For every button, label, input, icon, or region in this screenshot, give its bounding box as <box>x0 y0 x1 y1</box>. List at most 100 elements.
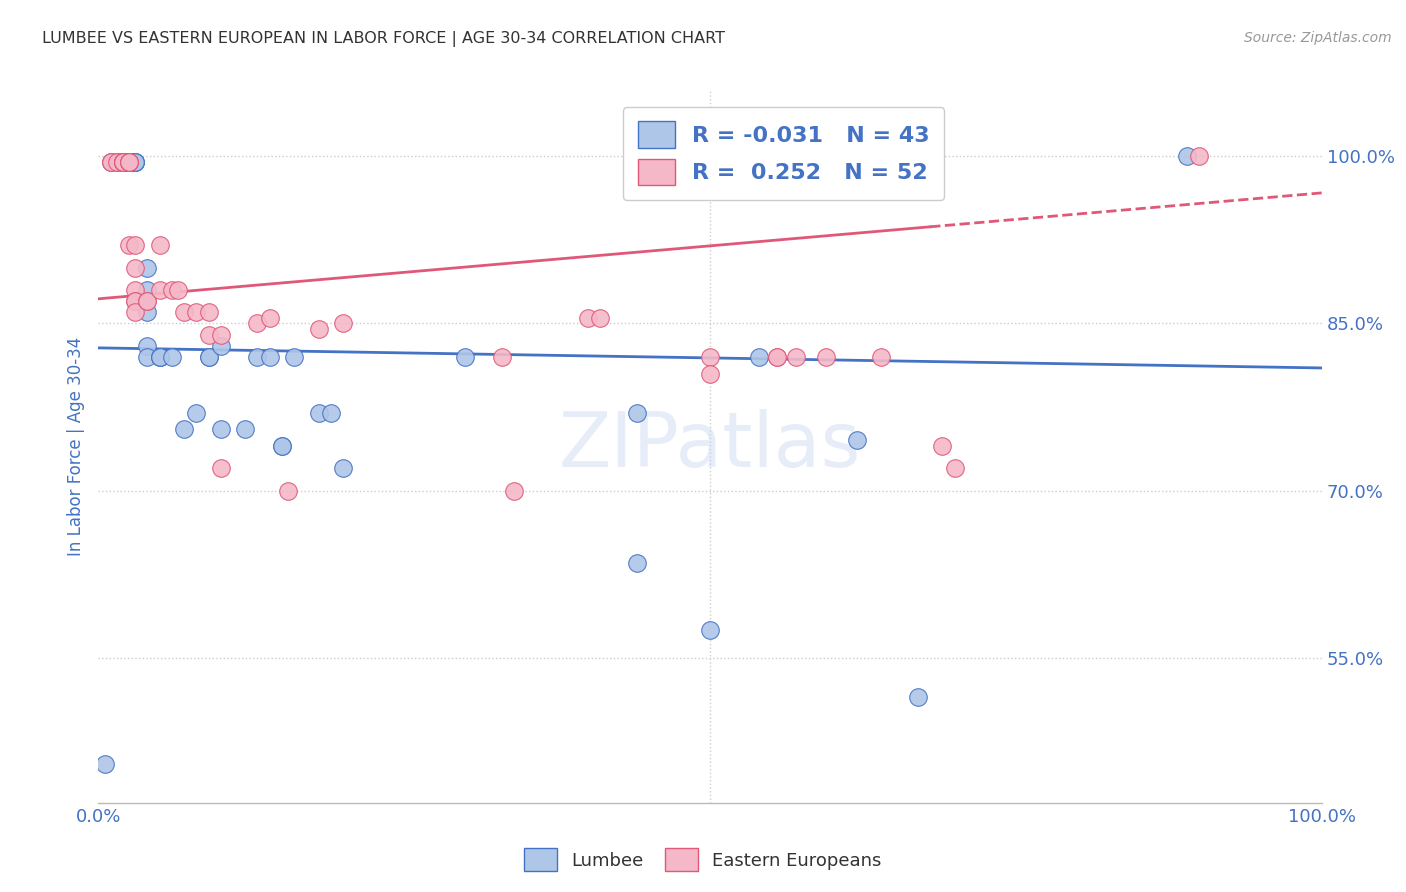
Point <box>93 756 115 771</box>
Point <box>209 339 232 353</box>
Point <box>111 154 134 169</box>
Point <box>246 317 269 331</box>
Point <box>124 294 146 309</box>
Point <box>283 350 305 364</box>
Point <box>111 154 134 169</box>
Point <box>209 327 232 342</box>
Point <box>943 461 966 475</box>
Point <box>124 154 146 169</box>
Point <box>766 350 789 364</box>
Point <box>319 406 342 420</box>
Point <box>124 154 146 169</box>
Point <box>100 154 122 169</box>
Point <box>105 154 128 169</box>
Point <box>111 154 134 169</box>
Point <box>454 350 477 364</box>
Point <box>197 327 219 342</box>
Point <box>197 350 219 364</box>
Point <box>136 350 159 364</box>
Point <box>149 350 172 364</box>
Point <box>503 483 526 498</box>
Point <box>118 154 141 169</box>
Point <box>111 154 134 169</box>
Point <box>197 350 219 364</box>
Point <box>136 260 159 275</box>
Point <box>118 238 141 252</box>
Point <box>815 350 838 364</box>
Text: Source: ZipAtlas.com: Source: ZipAtlas.com <box>1244 31 1392 45</box>
Point <box>160 350 183 364</box>
Text: ZIPatlas: ZIPatlas <box>558 409 862 483</box>
Point <box>308 322 330 336</box>
Point <box>124 260 146 275</box>
Point <box>124 305 146 319</box>
Point <box>173 422 195 436</box>
Point <box>845 434 868 448</box>
Legend: R = -0.031   N = 43, R =  0.252   N = 52: R = -0.031 N = 43, R = 0.252 N = 52 <box>623 107 943 200</box>
Point <box>136 305 159 319</box>
Point <box>589 310 612 325</box>
Point <box>332 317 354 331</box>
Point <box>308 406 330 420</box>
Point <box>124 238 146 252</box>
Point <box>111 154 134 169</box>
Point <box>907 690 929 704</box>
Point <box>160 283 183 297</box>
Point <box>124 283 146 297</box>
Point <box>118 154 141 169</box>
Point <box>149 238 172 252</box>
Point <box>111 154 134 169</box>
Point <box>118 154 141 169</box>
Point <box>270 439 294 453</box>
Point <box>118 154 141 169</box>
Point <box>931 439 953 453</box>
Point <box>270 439 294 453</box>
Point <box>699 350 721 364</box>
Point <box>124 154 146 169</box>
Point <box>118 154 141 169</box>
Point <box>233 422 256 436</box>
Point <box>136 294 159 309</box>
Point <box>197 305 219 319</box>
Point <box>259 350 281 364</box>
Point <box>626 556 648 570</box>
Point <box>186 406 208 420</box>
Point <box>209 422 232 436</box>
Point <box>870 350 893 364</box>
Y-axis label: In Labor Force | Age 30-34: In Labor Force | Age 30-34 <box>66 336 84 556</box>
Point <box>118 154 141 169</box>
Point <box>259 310 281 325</box>
Point <box>136 283 159 297</box>
Point <box>124 294 146 309</box>
Point <box>626 406 648 420</box>
Legend: Lumbee, Eastern Europeans: Lumbee, Eastern Europeans <box>517 841 889 879</box>
Point <box>748 350 770 364</box>
Point <box>118 154 141 169</box>
Text: LUMBEE VS EASTERN EUROPEAN IN LABOR FORCE | AGE 30-34 CORRELATION CHART: LUMBEE VS EASTERN EUROPEAN IN LABOR FORC… <box>42 31 725 47</box>
Point <box>111 154 134 169</box>
Point <box>100 154 122 169</box>
Point <box>149 350 172 364</box>
Point <box>699 367 721 381</box>
Point <box>576 310 599 325</box>
Point <box>124 154 146 169</box>
Point <box>100 154 122 169</box>
Point <box>173 305 195 319</box>
Point <box>1175 149 1198 163</box>
Point <box>277 483 299 498</box>
Point <box>136 294 159 309</box>
Point <box>167 283 190 297</box>
Point <box>491 350 513 364</box>
Point <box>186 305 208 319</box>
Point <box>699 623 721 637</box>
Point <box>105 154 128 169</box>
Point <box>246 350 269 364</box>
Point <box>766 350 789 364</box>
Point <box>111 154 134 169</box>
Point <box>149 283 172 297</box>
Point <box>785 350 807 364</box>
Point <box>149 350 172 364</box>
Point <box>209 461 232 475</box>
Point <box>1188 149 1211 163</box>
Point <box>332 461 354 475</box>
